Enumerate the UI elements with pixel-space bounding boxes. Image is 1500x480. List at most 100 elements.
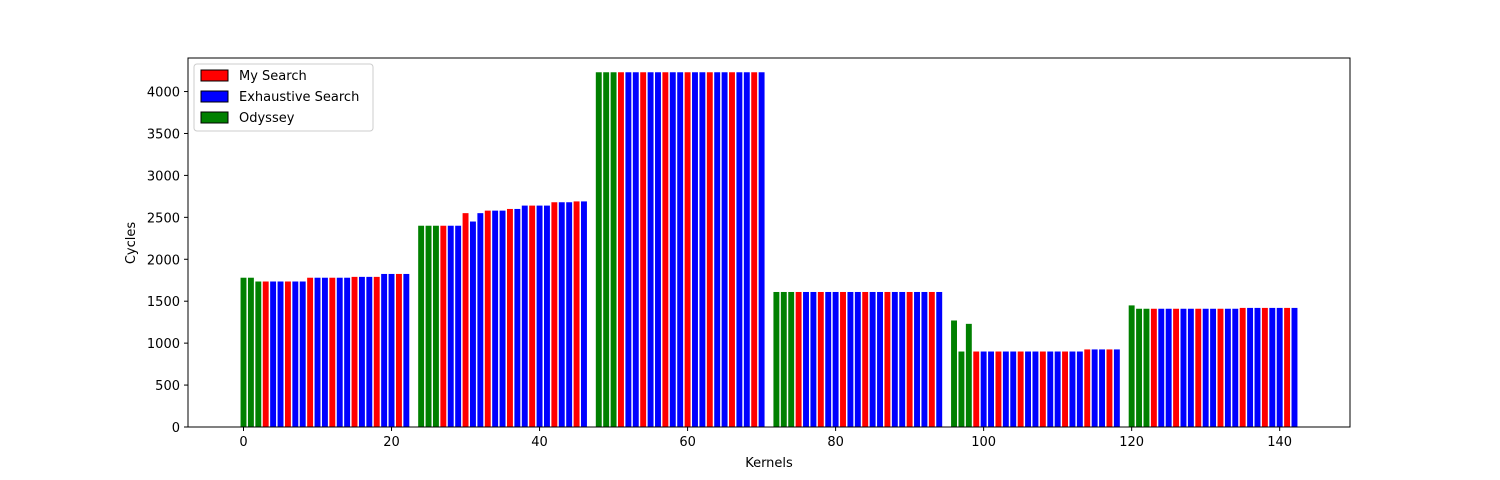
bar-my-search <box>840 291 846 427</box>
bar-exhaustive-search <box>455 225 462 427</box>
bar-exhaustive-search <box>699 72 706 427</box>
bar-exhaustive-search <box>581 201 587 427</box>
legend-entry-my-search: My Search <box>200 69 307 84</box>
bar-exhaustive-search <box>292 281 299 427</box>
bar-my-search <box>1239 307 1246 427</box>
x-tick-label: 20 <box>383 435 400 450</box>
bar-my-search <box>462 213 469 427</box>
bar-odyssey <box>247 277 254 427</box>
bar-exhaustive-search <box>514 208 521 427</box>
bar-exhaustive-search <box>314 277 321 427</box>
y-axis-title: Cycles <box>124 222 139 265</box>
bar-exhaustive-search <box>499 210 506 427</box>
bar-exhaustive-search <box>647 72 654 427</box>
bar-exhaustive-search <box>381 273 388 427</box>
legend-swatch-my-search <box>200 69 229 82</box>
bar-exhaustive-search <box>358 276 365 427</box>
bar-exhaustive-search <box>914 291 920 427</box>
bar-exhaustive-search <box>388 273 395 427</box>
bar-my-search <box>862 291 869 427</box>
x-axis-title: Kernels <box>745 456 793 471</box>
bar-exhaustive-search <box>736 72 743 427</box>
bar-my-search <box>706 72 713 427</box>
bar-exhaustive-search <box>1291 307 1298 427</box>
legend-swatch-odyssey <box>200 111 229 124</box>
bar-my-search <box>1106 349 1113 427</box>
bar-my-search <box>329 277 336 427</box>
bar-my-search <box>1017 351 1024 427</box>
bar-odyssey <box>418 225 425 427</box>
bar-exhaustive-search <box>321 277 328 427</box>
bar-exhaustive-search <box>1180 308 1187 427</box>
bar-exhaustive-search <box>477 213 484 427</box>
bar-my-search <box>662 72 669 427</box>
bar-exhaustive-search <box>1091 349 1098 427</box>
bar-my-search <box>373 276 380 427</box>
bar-my-search <box>1084 349 1091 427</box>
bar-my-search <box>1173 308 1180 427</box>
bar-odyssey <box>951 320 957 427</box>
bar-my-search <box>995 351 1002 427</box>
bar-exhaustive-search <box>655 72 661 427</box>
bar-exhaustive-search <box>847 291 854 427</box>
bar-exhaustive-search <box>403 273 410 427</box>
bar-exhaustive-search <box>980 351 987 427</box>
bar-exhaustive-search <box>1025 351 1031 427</box>
x-tick-label: 140 <box>1267 435 1292 450</box>
x-tick-label: 100 <box>971 435 996 450</box>
bar-exhaustive-search <box>1210 308 1217 427</box>
bar-exhaustive-search <box>869 291 876 427</box>
bar-exhaustive-search <box>758 72 765 427</box>
bar-exhaustive-search <box>1224 308 1231 427</box>
bar-exhaustive-search <box>714 72 721 427</box>
bar-exhaustive-search <box>1247 307 1254 427</box>
bar-my-search <box>884 291 891 427</box>
legend-label-my-search: My Search <box>239 69 307 84</box>
bar-exhaustive-search <box>299 281 306 427</box>
bar-my-search <box>973 351 980 427</box>
bar-exhaustive-search <box>743 72 750 427</box>
bar-odyssey <box>958 351 965 427</box>
bar-exhaustive-search <box>936 291 943 427</box>
legend-label-exhaustive-search: Exhaustive Search <box>239 90 359 105</box>
x-axis: 0 20 40 60 80 100 120 140 <box>239 427 1292 450</box>
legend-entry-odyssey: Odyssey <box>200 111 295 126</box>
bar-my-search <box>1217 308 1224 427</box>
bar-exhaustive-search <box>1202 308 1209 427</box>
bar-exhaustive-search <box>277 281 284 427</box>
y-tick-label: 1000 <box>147 337 180 352</box>
bar-exhaustive-search <box>1099 349 1106 427</box>
bar-exhaustive-search <box>1254 307 1261 427</box>
bar-my-search <box>284 281 291 427</box>
bar-exhaustive-search <box>521 205 528 427</box>
bar-odyssey <box>780 291 787 427</box>
bar-exhaustive-search <box>270 281 277 427</box>
bar-exhaustive-search <box>1158 308 1165 427</box>
bar-exhaustive-search <box>825 291 832 427</box>
bar-my-search <box>440 225 447 427</box>
bar-exhaustive-search <box>1054 351 1061 427</box>
bar-my-search <box>262 281 269 427</box>
bar-exhaustive-search <box>492 210 499 427</box>
bar-my-search <box>395 273 402 427</box>
bar-exhaustive-search <box>810 291 817 427</box>
bar-exhaustive-search <box>803 291 809 427</box>
plot-frame <box>187 57 1351 428</box>
bar-my-search <box>906 291 913 427</box>
bar-exhaustive-search <box>921 291 928 427</box>
bar-my-search <box>484 210 491 427</box>
bar-exhaustive-search <box>536 205 543 427</box>
bar-odyssey <box>255 281 262 427</box>
bar-odyssey <box>773 291 780 427</box>
legend: My Search Exhaustive Search Odyssey <box>193 63 374 132</box>
bar-exhaustive-search <box>1076 351 1083 427</box>
bar-exhaustive-search <box>669 72 676 427</box>
bar-odyssey <box>1128 305 1135 427</box>
bar-my-search <box>684 72 691 427</box>
bar-odyssey <box>788 291 795 427</box>
bar-my-search <box>640 72 647 427</box>
bar-my-search <box>618 72 624 427</box>
bar-exhaustive-search <box>469 221 476 427</box>
bar-exhaustive-search <box>1047 351 1054 427</box>
bar-odyssey <box>425 225 432 427</box>
